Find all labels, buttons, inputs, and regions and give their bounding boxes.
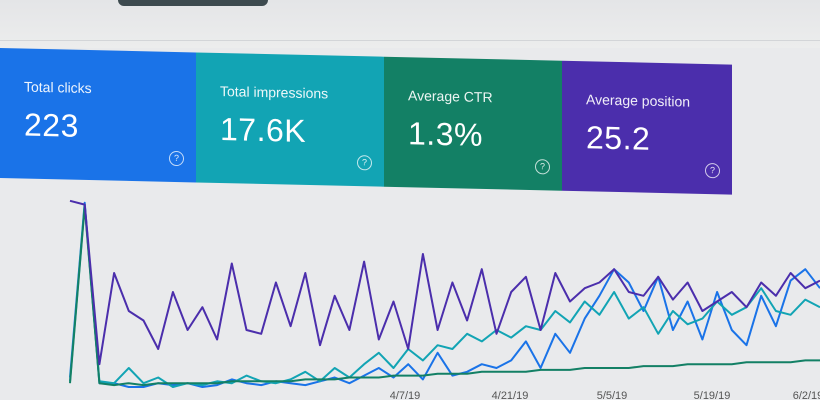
help-icon[interactable]: ? bbox=[705, 162, 720, 179]
card-value: 1.3% bbox=[408, 115, 483, 153]
card-value: 223 bbox=[24, 106, 79, 144]
x-tick-label: 6/2/19 bbox=[793, 390, 820, 400]
performance-chart: 4/7/19 4/21/19 5/5/19 5/19/19 6/2/19 bbox=[0, 185, 820, 400]
toolbar-tab-edge[interactable] bbox=[118, 0, 268, 6]
x-tick-label: 4/21/19 bbox=[492, 390, 529, 400]
card-label: Total impressions bbox=[220, 82, 329, 102]
card-value: 17.6K bbox=[220, 110, 307, 149]
card-average-position[interactable]: Average position 25.2 ? bbox=[562, 60, 732, 195]
toolbar-divider bbox=[0, 40, 820, 41]
metric-cards: Total clicks 223 ? Total impressions 17.… bbox=[0, 48, 732, 195]
top-toolbar-strip bbox=[0, 0, 820, 48]
x-tick-label: 5/19/19 bbox=[694, 390, 731, 400]
help-icon[interactable]: ? bbox=[535, 159, 550, 175]
card-label: Average CTR bbox=[408, 87, 493, 106]
series-line-clicks[interactable] bbox=[69, 201, 820, 388]
series-line-position[interactable] bbox=[69, 199, 820, 366]
help-icon[interactable]: ? bbox=[357, 155, 372, 171]
x-tick-label: 4/7/19 bbox=[390, 390, 421, 400]
card-total-impressions[interactable]: Total impressions 17.6K ? bbox=[196, 52, 384, 187]
card-label: Average position bbox=[586, 91, 691, 110]
series-line-impressions[interactable] bbox=[69, 203, 820, 388]
series-line-ctr[interactable] bbox=[69, 205, 820, 387]
performance-chart-svg: 4/7/19 4/21/19 5/5/19 5/19/19 6/2/19 bbox=[69, 199, 820, 400]
x-tick-label: 5/5/19 bbox=[597, 390, 628, 400]
help-icon[interactable]: ? bbox=[169, 150, 184, 167]
card-total-clicks[interactable]: Total clicks 223 ? bbox=[0, 48, 196, 183]
card-label: Total clicks bbox=[24, 78, 92, 97]
card-average-ctr[interactable]: Average CTR 1.3% ? bbox=[384, 56, 562, 191]
card-value: 25.2 bbox=[586, 119, 651, 157]
